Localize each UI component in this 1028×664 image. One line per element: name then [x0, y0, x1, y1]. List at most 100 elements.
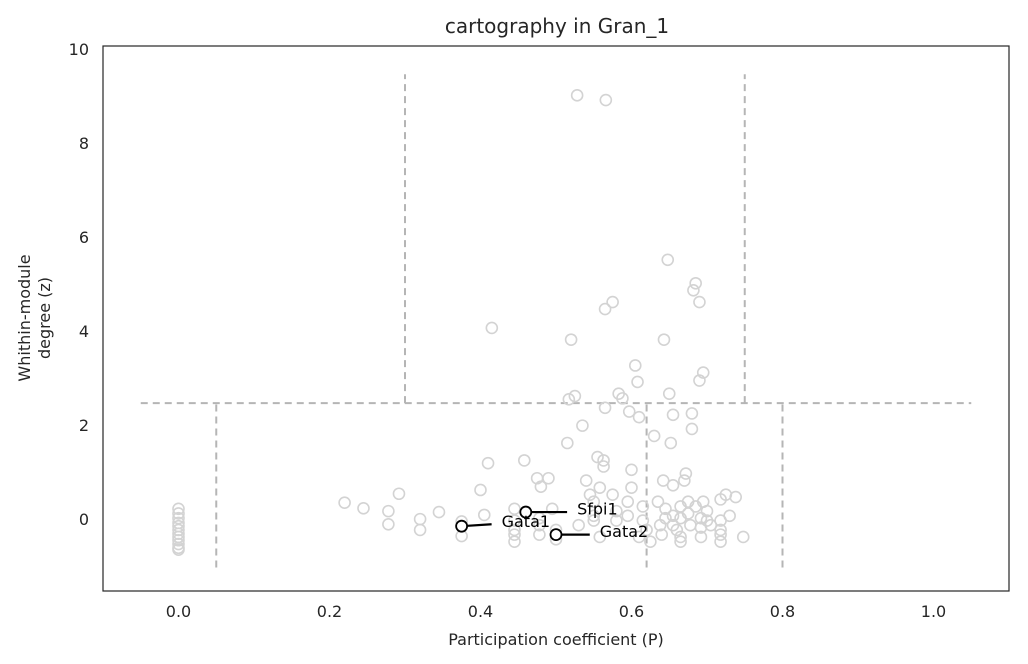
scatter-point: [674, 535, 687, 548]
scatter-point: [640, 523, 653, 537]
gene-label-gata2: Gata2: [600, 522, 648, 541]
scatter-point: [597, 454, 610, 467]
scatter-point: [693, 295, 706, 309]
scatter-point: [357, 502, 370, 515]
scatter-point: [610, 504, 623, 518]
scatter-point: [481, 456, 495, 470]
scatter-point: [517, 454, 531, 467]
scatter-point: [679, 467, 693, 480]
scatter-point: [632, 410, 646, 424]
x-tick-label: 0.6: [619, 602, 644, 621]
x-tick-label: 0.2: [317, 602, 342, 621]
y-tick-label: 0: [79, 510, 89, 529]
y-tick-label: 8: [79, 134, 89, 153]
scatter-point: [662, 387, 676, 400]
scatter-point: [382, 517, 395, 531]
scatter-point: [655, 528, 669, 541]
highlight-point-gata2: [549, 528, 563, 542]
scatter-point: [666, 509, 680, 523]
scatter-point: [685, 422, 699, 436]
scatter-point: [736, 530, 750, 544]
highlight-point-gata1: [455, 519, 469, 533]
scatter-point: [593, 530, 607, 544]
scatter-point: [678, 474, 691, 487]
scatter-point: [625, 481, 638, 494]
x-tick-label: 0.8: [770, 602, 795, 621]
scatter-point: [598, 401, 612, 415]
x-tick-label: 1.0: [921, 602, 946, 621]
scatter-point: [413, 512, 427, 526]
scatter-point: [338, 496, 351, 509]
scatter-point: [172, 543, 185, 556]
y-tick-label: 6: [79, 228, 89, 247]
gene-label-gata1: Gata1: [502, 512, 550, 531]
scatter-point: [568, 389, 582, 403]
scatter-point: [591, 450, 604, 464]
scatter-point: [542, 471, 555, 485]
scatter-point: [647, 429, 661, 443]
scatter-point: [696, 366, 710, 379]
scatter-point: [564, 333, 578, 346]
y-axis-label-line-1: Whithin-module: [15, 254, 34, 381]
scatter-point: [714, 528, 727, 541]
scatter-point: [413, 523, 427, 537]
scatter-point: [579, 474, 593, 487]
scatter-point: [714, 535, 727, 548]
scatter-point: [587, 509, 601, 523]
y-tick-label: 10: [69, 40, 89, 59]
scatter-points: [172, 89, 750, 556]
scatter-point: [687, 284, 700, 297]
scatter-point: [693, 374, 706, 387]
y-axis-ticks: 0 2 4 6 8 10: [69, 40, 89, 529]
scatter-point: [534, 480, 548, 493]
scatter-point: [651, 495, 665, 509]
scatter-point: [621, 509, 635, 523]
scatter-point: [508, 528, 521, 541]
scatter-point: [656, 474, 670, 487]
scatter-point: [670, 523, 684, 537]
scatter-point: [172, 507, 185, 520]
scatter-point: [533, 528, 546, 541]
scatter-point: [562, 393, 576, 406]
x-tick-label: 0.4: [468, 602, 493, 621]
role-boundary-lines: [140, 74, 972, 568]
highlight-point-sfpi1: [519, 505, 533, 519]
scatter-point: [628, 359, 642, 372]
scatter-point: [172, 502, 185, 516]
plot-frame: [102, 45, 1010, 592]
scatter-point: [597, 460, 610, 473]
scatter-point: [474, 483, 487, 497]
scatter-point: [508, 535, 521, 548]
scatter-point: [545, 502, 559, 516]
y-axis-label: Whithin-module degree (z): [15, 254, 54, 381]
scatter-point: [657, 333, 671, 346]
scatter-point: [659, 502, 672, 516]
scatter-point: [661, 253, 675, 267]
scatter-point: [392, 487, 406, 501]
scatter-point: [621, 495, 635, 509]
scatter-point: [704, 518, 718, 532]
scatter-point: [685, 407, 699, 420]
scatter-point: [610, 514, 623, 527]
scatter-point: [694, 530, 708, 544]
scatter-point: [593, 481, 607, 494]
scatter-point: [644, 535, 657, 548]
scatter-point: [572, 518, 585, 532]
scatter-point: [616, 392, 629, 405]
scatter-point: [606, 295, 619, 309]
scatter-point: [485, 321, 499, 335]
gene-label-sfpi1: Sfpi1: [577, 500, 618, 519]
scatter-point: [172, 537, 185, 551]
scatter-point: [674, 530, 687, 544]
scatter-point: [689, 276, 702, 290]
scatter-point: [172, 533, 185, 547]
scatter-point: [700, 504, 714, 518]
scatter-point: [432, 505, 446, 519]
scatter-point: [625, 463, 638, 477]
scatter-point: [599, 93, 613, 107]
scatter-point: [666, 408, 680, 422]
y-tick-label: 4: [79, 322, 89, 341]
scatter-point: [636, 500, 650, 513]
scatter-point: [508, 514, 521, 527]
